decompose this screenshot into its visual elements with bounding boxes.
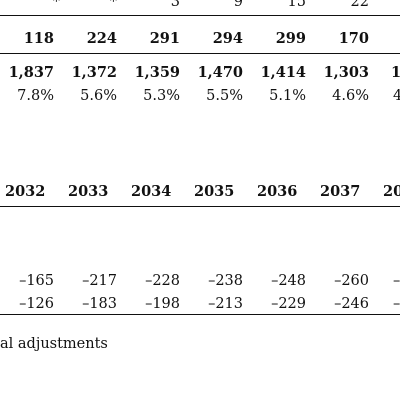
table-rule [0,53,400,54]
table-cell: –165 [19,273,54,289]
table-cell: 294 [212,30,243,47]
column-header: 2035 [194,183,235,200]
column-header: 20 [383,183,400,200]
table-cell: 224 [86,30,117,47]
table-cell: 299 [275,30,306,47]
table-cell: 5.3% [143,88,180,104]
column-header: 2036 [257,183,298,200]
table-cell: –213 [208,296,243,312]
table-cell: * [52,0,60,10]
table-cell: –248 [271,273,306,289]
table-cell: 3 [170,0,180,10]
table-row: –126 –183 –198 –213 –229 –246 – [0,295,400,313]
table-cell: 1,470 [197,64,243,81]
table-cell: 22 [350,0,369,10]
table-row: 118 224 291 294 299 170 [0,30,400,48]
top-partial-row: * * 3 9 15 22 [0,0,400,11]
table-cell: 1,837 [8,64,54,81]
table-cell: –260 [334,273,369,289]
table-cell: 1,372 [71,64,117,81]
table-rule [0,15,400,16]
table-rule [0,206,400,207]
table-row: –165 –217 –228 –238 –248 –260 – [0,272,400,290]
table-cell: –126 [19,296,54,312]
table-cell: * [109,0,117,10]
table-cell: 170 [338,30,369,47]
table-cell: 1,414 [260,64,306,81]
table-cell: 1,359 [134,64,180,81]
column-header: 2037 [320,183,361,200]
year-header-row: 2032 2033 2034 2035 2036 2037 20 [0,183,400,201]
table-note: al adjustments [0,336,108,352]
table-rule [0,314,400,315]
table-cell: – [393,296,400,312]
table-cell: 4.6% [332,88,369,104]
table-cell: –229 [271,296,306,312]
table-cell: –246 [334,296,369,312]
table-row: 1,837 1,372 1,359 1,470 1,414 1,303 1 [0,64,400,82]
table-cell: 4 [393,88,400,104]
column-header: 2033 [68,183,109,200]
table-cell: 5.6% [80,88,117,104]
table-cell: –228 [145,273,180,289]
table-cell: –217 [82,273,117,289]
table-cell: 1 [391,64,400,81]
column-header: 2032 [5,183,46,200]
table-cell: 5.5% [206,88,243,104]
table-cell: 1,303 [323,64,369,81]
table-cell: 7.8% [17,88,54,104]
table-cell: 15 [287,0,306,10]
table-cell: 5.1% [269,88,306,104]
table-cell: 9 [233,0,243,10]
table-cell: –238 [208,273,243,289]
table-cell: 118 [23,30,54,47]
table-row: 7.8% 5.6% 5.3% 5.5% 5.1% 4.6% 4 [0,87,400,105]
table-cell: –198 [145,296,180,312]
table-cell: –183 [82,296,117,312]
column-header: 2034 [131,183,172,200]
table-cell: – [393,273,400,289]
table-cell: 291 [149,30,180,47]
